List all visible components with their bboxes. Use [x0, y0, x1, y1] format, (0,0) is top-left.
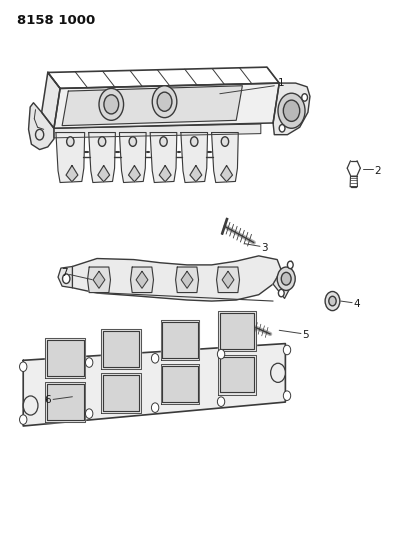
Polygon shape: [62, 86, 242, 126]
Circle shape: [302, 94, 307, 101]
Circle shape: [104, 95, 119, 114]
Polygon shape: [181, 133, 208, 182]
Polygon shape: [89, 133, 115, 182]
Polygon shape: [54, 124, 261, 138]
Polygon shape: [93, 271, 105, 288]
Text: 5: 5: [302, 329, 309, 340]
Polygon shape: [181, 271, 193, 288]
Circle shape: [20, 362, 27, 372]
Circle shape: [151, 353, 159, 363]
Polygon shape: [58, 266, 72, 288]
Polygon shape: [212, 133, 238, 182]
Polygon shape: [273, 261, 291, 298]
Polygon shape: [66, 165, 78, 182]
Polygon shape: [222, 271, 234, 288]
Polygon shape: [150, 133, 177, 182]
Polygon shape: [45, 338, 85, 378]
Circle shape: [98, 137, 106, 147]
Polygon shape: [161, 364, 199, 403]
Circle shape: [23, 396, 38, 415]
Polygon shape: [103, 375, 139, 410]
Polygon shape: [129, 165, 140, 182]
Circle shape: [277, 267, 295, 290]
Circle shape: [217, 397, 225, 407]
Circle shape: [278, 289, 284, 297]
Circle shape: [20, 415, 27, 424]
Polygon shape: [131, 267, 153, 293]
Circle shape: [270, 364, 285, 382]
Polygon shape: [102, 329, 141, 369]
Circle shape: [67, 137, 74, 147]
Polygon shape: [162, 322, 198, 358]
Circle shape: [160, 137, 167, 147]
Text: 2: 2: [374, 166, 381, 176]
Polygon shape: [72, 256, 281, 301]
Circle shape: [283, 345, 291, 355]
Polygon shape: [218, 355, 256, 394]
Polygon shape: [218, 311, 256, 351]
Polygon shape: [217, 267, 240, 293]
Circle shape: [281, 272, 291, 285]
Text: 8158 1000: 8158 1000: [17, 14, 95, 27]
Polygon shape: [221, 165, 233, 182]
Polygon shape: [98, 165, 110, 182]
Polygon shape: [102, 373, 141, 413]
Circle shape: [278, 93, 305, 128]
Polygon shape: [47, 384, 84, 419]
Circle shape: [279, 125, 285, 132]
Circle shape: [85, 409, 93, 418]
Polygon shape: [23, 344, 285, 426]
Circle shape: [157, 92, 172, 111]
Polygon shape: [54, 83, 279, 128]
Circle shape: [85, 358, 93, 367]
Polygon shape: [243, 316, 248, 330]
Polygon shape: [47, 341, 84, 376]
Circle shape: [151, 403, 159, 413]
Polygon shape: [88, 267, 111, 293]
Circle shape: [283, 391, 291, 400]
Circle shape: [283, 100, 300, 122]
Text: 7: 7: [61, 268, 67, 278]
Text: 6: 6: [44, 395, 51, 406]
Text: 3: 3: [261, 243, 268, 253]
Circle shape: [62, 274, 70, 284]
Polygon shape: [45, 382, 85, 422]
Polygon shape: [220, 313, 254, 349]
Polygon shape: [103, 332, 139, 367]
Circle shape: [287, 261, 293, 269]
Polygon shape: [159, 165, 171, 182]
Polygon shape: [175, 267, 199, 293]
Polygon shape: [222, 218, 228, 235]
Polygon shape: [161, 320, 199, 360]
Polygon shape: [162, 366, 198, 401]
Circle shape: [329, 296, 336, 306]
Circle shape: [99, 88, 124, 120]
Text: 1: 1: [278, 78, 284, 88]
Polygon shape: [120, 133, 146, 182]
Text: 4: 4: [354, 298, 360, 309]
Polygon shape: [42, 72, 60, 128]
Polygon shape: [28, 103, 54, 150]
Circle shape: [129, 137, 136, 147]
Circle shape: [221, 137, 229, 147]
Circle shape: [217, 349, 225, 359]
Circle shape: [325, 292, 340, 311]
Polygon shape: [136, 271, 148, 288]
Circle shape: [152, 86, 177, 118]
Polygon shape: [56, 133, 85, 182]
Polygon shape: [220, 357, 254, 392]
Polygon shape: [273, 83, 310, 135]
Circle shape: [191, 137, 198, 147]
Polygon shape: [190, 165, 202, 182]
